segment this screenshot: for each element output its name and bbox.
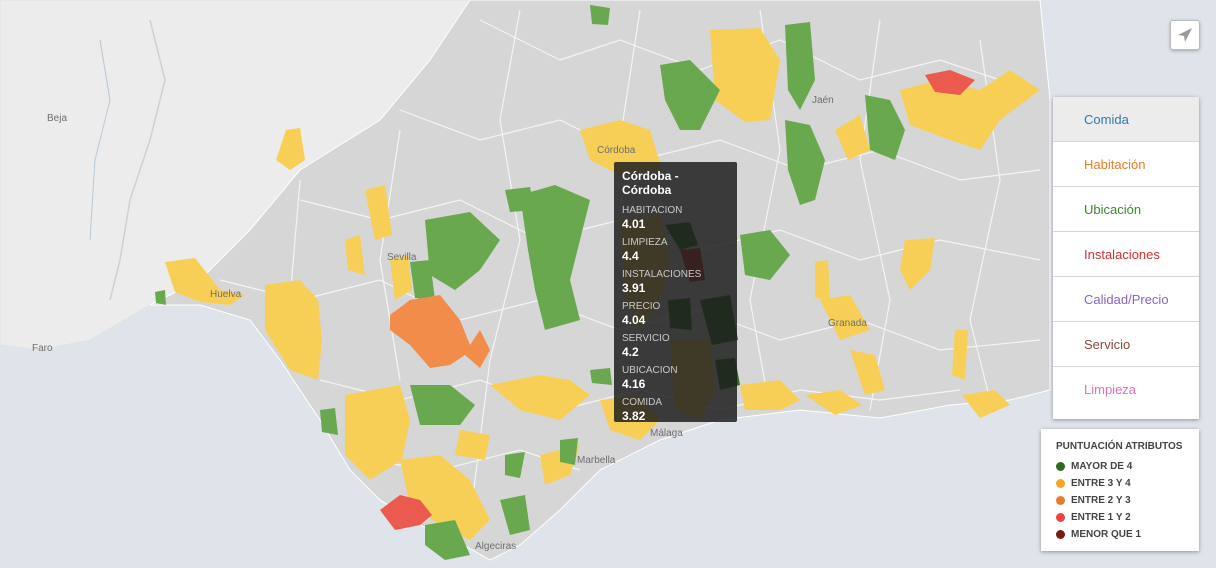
place-label-beja: Beja	[47, 113, 68, 124]
tooltip-value: 4.01	[622, 217, 646, 231]
menu-item-servicio[interactable]: Servicio	[1053, 322, 1199, 367]
place-label-marbella: Marbella	[577, 455, 616, 466]
tooltip-row: UBICACION 4.16	[622, 365, 729, 391]
legend-swatch	[1056, 496, 1065, 505]
tooltip-value: 3.91	[622, 281, 646, 295]
tooltip-value: 3.82	[622, 409, 646, 423]
tooltip-label: UBICACION	[622, 365, 678, 376]
legend-title: PUNTUACIÓN ATRIBUTOS	[1056, 441, 1183, 452]
tooltip-value: 4.2	[622, 345, 639, 359]
menu-item-ubicacion[interactable]: Ubicación	[1053, 187, 1199, 232]
tooltip-row: HABITACION 4.01	[622, 205, 729, 231]
region-tooltip: Córdoba - Córdoba HABITACION 4.01 LIMPIEZ…	[614, 162, 737, 423]
tooltip-label: COMIDA	[622, 397, 662, 408]
tooltip-title: Córdoba - Córdoba	[622, 169, 679, 197]
menu-item-comida[interactable]: Comida	[1053, 97, 1199, 142]
tooltip-label: INSTALACIONES	[622, 269, 702, 280]
legend-item: ENTRE 1 Y 2	[1056, 509, 1199, 526]
tooltip-value: 4.4	[622, 249, 639, 263]
tooltip-row: PRECIO 4.04	[622, 301, 729, 327]
place-label-jaen: Jaén	[812, 95, 834, 106]
menu-item-instalaciones[interactable]: Instalaciones	[1053, 232, 1199, 277]
tooltip-value: 4.16	[622, 377, 646, 391]
locate-button[interactable]	[1170, 20, 1200, 50]
legend-label: MENOR QUE 1	[1071, 529, 1142, 540]
place-label-malaga: Málaga	[650, 428, 683, 439]
legend-label: MAYOR DE 4	[1071, 461, 1133, 472]
map-legend: PUNTUACIÓN ATRIBUTOS MAYOR DE 4 ENTRE 3 …	[1041, 429, 1199, 551]
attribute-menu: Comida Habitación Ubicación Instalacione…	[1053, 97, 1199, 419]
place-label-huelva: Huelva	[210, 289, 242, 300]
legend-label: ENTRE 1 Y 2	[1071, 512, 1131, 523]
tooltip-row: COMIDA 3.82	[622, 397, 729, 423]
tooltip-label: HABITACION	[622, 205, 683, 216]
river-line	[89, 39, 111, 241]
legend-item: ENTRE 2 Y 3	[1056, 492, 1199, 509]
municipality-regions	[155, 5, 1040, 560]
menu-item-habitacion[interactable]: Habitación	[1053, 142, 1199, 187]
legend-swatch	[1056, 462, 1065, 471]
tooltip-row: INSTALACIONES 3.91	[622, 269, 729, 295]
place-label-granada: Granada	[828, 318, 867, 329]
legend-item: MAYOR DE 4	[1056, 458, 1199, 475]
legend-swatch	[1056, 479, 1065, 488]
menu-item-limpieza[interactable]: Limpieza	[1084, 382, 1137, 397]
navigation-arrow-icon	[1178, 28, 1192, 42]
place-label-cordoba: Córdoba	[597, 145, 636, 156]
tooltip-row: SERVICIO 4.2	[622, 333, 729, 359]
menu-item-calidad-precio[interactable]: Calidad/Precio	[1053, 277, 1199, 322]
tooltip-label: SERVICIO	[622, 333, 670, 344]
place-label-sevilla: Sevilla	[387, 252, 417, 263]
legend-item: MENOR QUE 1	[1056, 526, 1199, 543]
tooltip-label: PRECIO	[622, 301, 661, 312]
tooltip-label: LIMPIEZA	[622, 237, 668, 248]
legend-label: ENTRE 3 Y 4	[1071, 478, 1131, 489]
legend-label: ENTRE 2 Y 3	[1071, 495, 1131, 506]
tooltip-value: 4.04	[622, 313, 646, 327]
tooltip-row: LIMPIEZA 4.4	[622, 237, 729, 263]
place-label-algeciras: Algeciras	[475, 541, 517, 552]
legend-item: ENTRE 3 Y 4	[1056, 475, 1199, 492]
place-label-faro: Faro	[32, 343, 53, 354]
border-line	[109, 19, 166, 301]
legend-swatch	[1056, 513, 1065, 522]
legend-swatch	[1056, 530, 1065, 539]
